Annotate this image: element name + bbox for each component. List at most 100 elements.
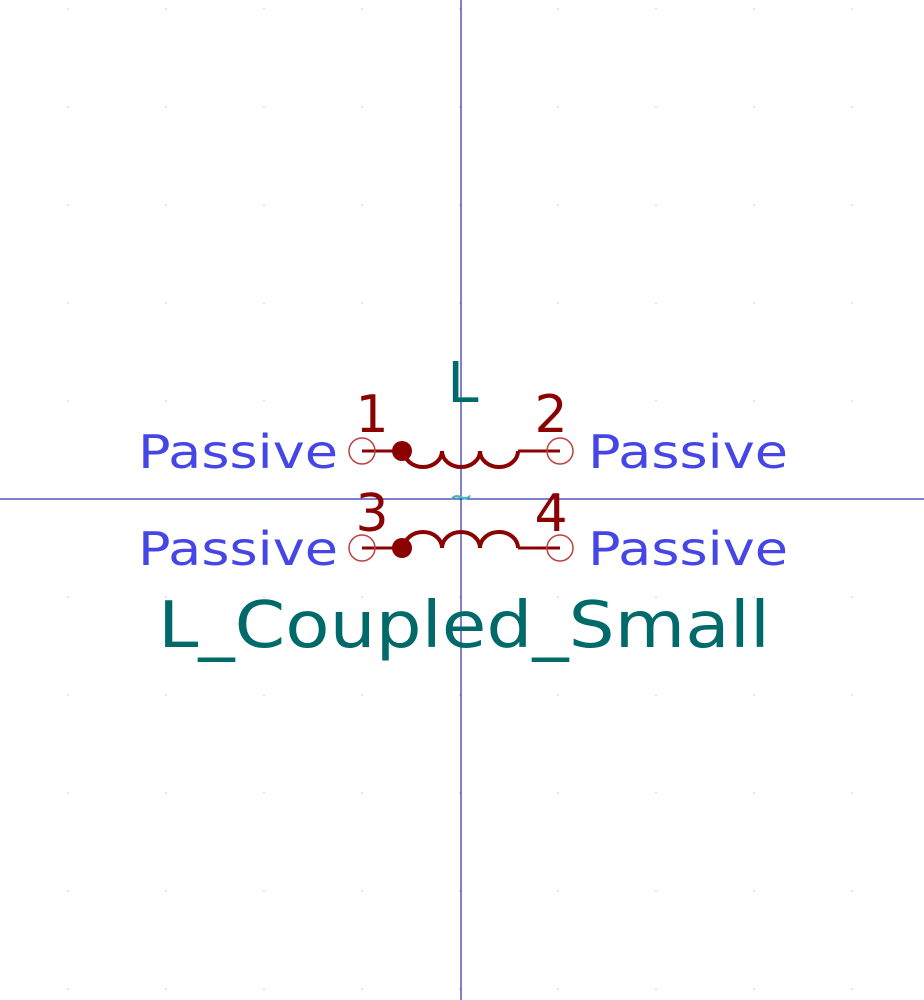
grid-dot [851, 8, 853, 10]
grid-dot [753, 792, 755, 794]
grid-dot [361, 302, 363, 304]
pin-3-number: 3 [355, 484, 388, 544]
grid-dot [67, 988, 69, 990]
grid-dot [67, 302, 69, 304]
grid-dot [361, 596, 363, 598]
grid-dot [753, 890, 755, 892]
grid-dot [67, 400, 69, 402]
grid-dot [67, 792, 69, 794]
grid-dot [165, 8, 167, 10]
grid-dot [165, 400, 167, 402]
grid-dot [361, 8, 363, 10]
grid-dot [263, 8, 265, 10]
grid-dot [263, 400, 265, 402]
grid-dot [459, 792, 461, 794]
grid-dot [557, 302, 559, 304]
pin-1-type: Passive [138, 425, 338, 479]
grid-dot [557, 400, 559, 402]
grid-dot [263, 204, 265, 206]
grid-dot [753, 8, 755, 10]
reference-field[interactable]: L [447, 351, 478, 416]
grid-dot [753, 400, 755, 402]
grid-dot [655, 8, 657, 10]
grid-dot [459, 988, 461, 990]
grid-dot [753, 694, 755, 696]
bottom-winding[interactable] [348, 530, 574, 562]
grid-dot [557, 694, 559, 696]
grid-dot [361, 400, 363, 402]
value-field[interactable]: L_Coupled_Small [158, 589, 770, 663]
grid-dot [263, 890, 265, 892]
grid-dot [459, 8, 461, 10]
grid-dot [655, 400, 657, 402]
grid-dot [459, 204, 461, 206]
grid-dot [557, 792, 559, 794]
pin-4-number: 4 [534, 484, 567, 544]
grid-dot [851, 400, 853, 402]
grid-dot [361, 204, 363, 206]
grid-dot [263, 792, 265, 794]
pin-3-connection[interactable] [348, 534, 376, 562]
grid-dot [165, 204, 167, 206]
grid-dot [361, 988, 363, 990]
grid-dot [655, 596, 657, 598]
grid-dot [655, 106, 657, 108]
grid-dot [851, 596, 853, 598]
grid-dot [753, 988, 755, 990]
top-polarity-dot [392, 441, 412, 461]
grid-dot [655, 204, 657, 206]
grid-dot [361, 792, 363, 794]
pin-4-type: Passive [588, 522, 788, 576]
pin-1-connection[interactable] [348, 437, 376, 465]
grid-dot [557, 596, 559, 598]
top-coil [402, 450, 520, 469]
grid-dot [165, 106, 167, 108]
coupling-mark: ~ [448, 480, 473, 515]
grid-dot [361, 694, 363, 696]
grid-dot [655, 694, 657, 696]
grid-dot [459, 106, 461, 108]
grid-dot [753, 106, 755, 108]
grid-dot [263, 106, 265, 108]
pin-3-type: Passive [138, 522, 338, 576]
grid-dot [459, 596, 461, 598]
grid-dot [67, 694, 69, 696]
grid-dot [263, 988, 265, 990]
grid-dot [263, 694, 265, 696]
grid-dot [557, 890, 559, 892]
grid-dot [165, 890, 167, 892]
grid-dot [459, 890, 461, 892]
grid-dot [459, 400, 461, 402]
grid-dot [557, 204, 559, 206]
grid-dot [851, 106, 853, 108]
grid-dot [851, 302, 853, 304]
grid-dot [655, 988, 657, 990]
grid-dot [263, 302, 265, 304]
grid-dot [459, 302, 461, 304]
grid-dot [165, 988, 167, 990]
grid-dot [851, 204, 853, 206]
grid-dot [263, 596, 265, 598]
grid-dot [851, 792, 853, 794]
grid-dot [67, 204, 69, 206]
bottom-coil [402, 530, 520, 549]
grid-dot [753, 204, 755, 206]
top-winding[interactable] [348, 437, 574, 469]
pin-1-number: 1 [355, 385, 388, 445]
grid-dot [165, 302, 167, 304]
pin-2-number: 2 [534, 385, 567, 445]
grid-dot [851, 890, 853, 892]
pin-4-connection[interactable] [546, 534, 574, 562]
grid-dot [165, 792, 167, 794]
grid-dot [67, 106, 69, 108]
grid-dot [753, 302, 755, 304]
pin-2-connection[interactable] [546, 437, 574, 465]
grid-dot [165, 596, 167, 598]
pin-2-type: Passive [588, 425, 788, 479]
bottom-polarity-dot [392, 538, 412, 558]
grid-dot [753, 596, 755, 598]
grid-dot [361, 106, 363, 108]
grid-dot [361, 890, 363, 892]
grid-dot [655, 302, 657, 304]
